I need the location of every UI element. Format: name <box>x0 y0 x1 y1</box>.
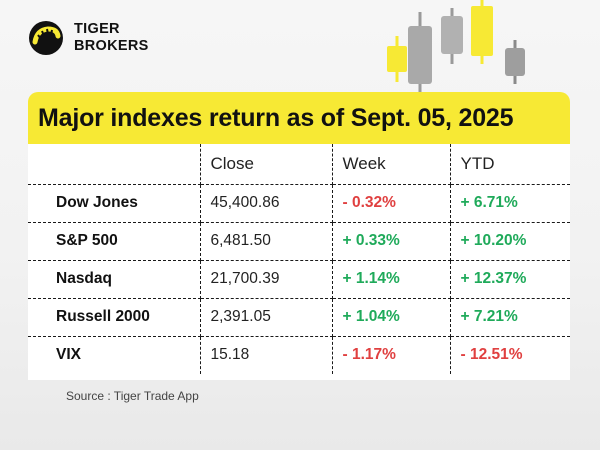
brand-line-2: BROKERS <box>74 38 149 54</box>
returns-table: Close Week YTD Dow Jones 45,400.86 - 0.3… <box>28 144 570 374</box>
index-name: VIX <box>28 336 201 374</box>
candle-gray-tall <box>408 12 432 96</box>
candle-yellow-left <box>387 36 407 82</box>
close-value: 21,700.39 <box>200 260 333 299</box>
index-name: Russell 2000 <box>28 298 201 337</box>
table-row: Dow Jones 45,400.86 - 0.32% + 6.71% <box>28 184 570 223</box>
close-value: 6,481.50 <box>200 222 333 261</box>
index-name: Dow Jones <box>28 184 201 223</box>
ytd-return: + 10.20% <box>450 222 570 261</box>
source-note: Source : Tiger Trade App <box>66 389 199 403</box>
table-row: Russell 2000 2,391.05 + 1.04% + 7.21% <box>28 298 570 337</box>
table-row: Nasdaq 21,700.39 + 1.14% + 12.37% <box>28 260 570 299</box>
index-name: S&P 500 <box>28 222 201 261</box>
close-value: 2,391.05 <box>200 298 333 337</box>
candle-yellow-right <box>471 0 493 64</box>
title-banner: Major indexes return as of Sept. 05, 202… <box>28 92 570 144</box>
header-week: Week <box>332 144 451 185</box>
tiger-brokers-logo: TIGER BROKERS <box>28 20 149 56</box>
header-close: Close <box>200 144 333 185</box>
week-return: - 1.17% <box>332 336 451 374</box>
ytd-return: + 7.21% <box>450 298 570 337</box>
brand-line-1: TIGER <box>74 21 120 37</box>
page-title: Major indexes return as of Sept. 05, 202… <box>38 103 514 132</box>
table-row: VIX 15.18 - 1.17% - 12.51% <box>28 336 570 374</box>
close-value: 15.18 <box>200 336 333 374</box>
week-return: + 0.33% <box>332 222 451 261</box>
ytd-return: + 12.37% <box>450 260 570 299</box>
ytd-return: - 12.51% <box>460 346 523 364</box>
week-return: - 0.32% <box>332 184 451 223</box>
tiger-tail-icon <box>29 21 63 55</box>
candle-gray-mid <box>441 8 463 64</box>
header-index <box>28 144 201 185</box>
index-name: Nasdaq <box>28 260 201 299</box>
candle-gray-small <box>505 40 525 84</box>
brand-name: TIGER BROKERS <box>74 21 149 55</box>
candlestick-decoration <box>387 0 525 96</box>
week-return: + 1.14% <box>332 260 451 299</box>
header-ytd: YTD <box>450 144 570 185</box>
week-return: + 1.04% <box>332 298 451 337</box>
index-returns-table: Close Week YTD Dow Jones 45,400.86 - 0.3… <box>28 144 570 380</box>
table-header-row: Close Week YTD <box>28 144 570 185</box>
ytd-return: + 6.71% <box>450 184 570 223</box>
close-value: 45,400.86 <box>200 184 333 223</box>
table-row: S&P 500 6,481.50 + 0.33% + 10.20% <box>28 222 570 261</box>
